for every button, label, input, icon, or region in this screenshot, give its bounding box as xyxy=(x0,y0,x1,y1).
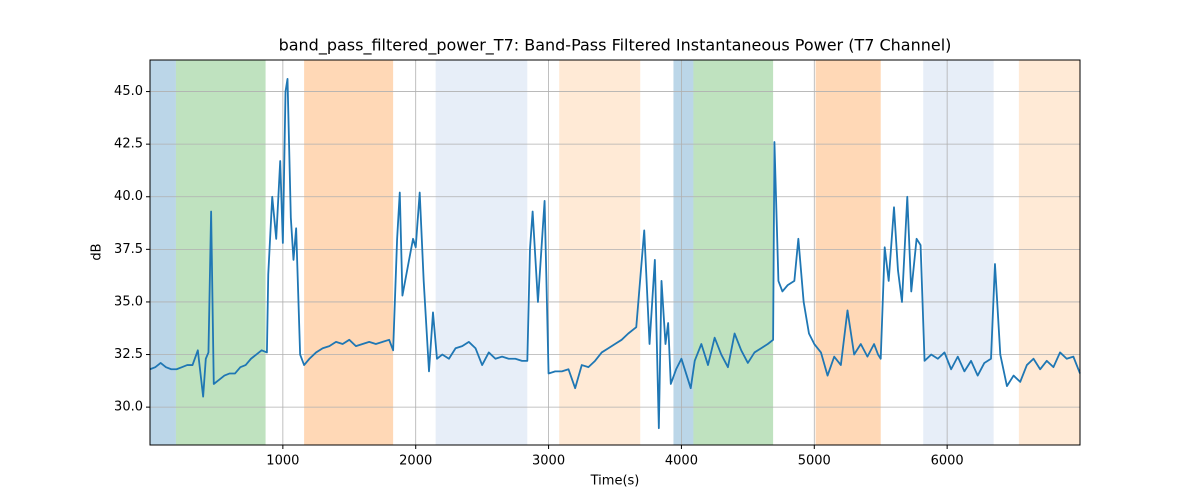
span xyxy=(1018,60,1080,445)
y-tick-label: 32.5 xyxy=(114,347,143,362)
y-tick-label: 35.0 xyxy=(114,294,143,309)
x-axis-label: Time(s) xyxy=(590,474,640,489)
span xyxy=(559,60,641,445)
x-tick-label: 2000 xyxy=(399,454,432,469)
y-tick-label: 45.0 xyxy=(114,84,143,99)
span xyxy=(304,60,394,445)
x-tick-label: 6000 xyxy=(931,454,964,469)
line xyxy=(149,78,1081,430)
span xyxy=(693,60,774,445)
y-axis-label: dB xyxy=(90,243,105,260)
x-tick-label: 5000 xyxy=(798,454,831,469)
y-tick-label: 42.5 xyxy=(114,137,143,152)
x-tick-label: 3000 xyxy=(532,454,565,469)
x-tick-label: 1000 xyxy=(266,454,299,469)
span xyxy=(150,60,176,445)
chart-title: band_pass_filtered_power_T7: Band-Pass F… xyxy=(279,36,952,56)
plot-frame xyxy=(149,59,1081,446)
span xyxy=(815,60,881,445)
x-tick-label: 4000 xyxy=(665,454,698,469)
span xyxy=(175,60,266,445)
span xyxy=(435,60,528,445)
y-tick-label: 40.0 xyxy=(114,189,143,204)
y-tick-label: 30.0 xyxy=(114,400,143,415)
span xyxy=(923,60,994,445)
y-tick-label: 37.5 xyxy=(114,242,143,257)
span xyxy=(673,60,694,445)
